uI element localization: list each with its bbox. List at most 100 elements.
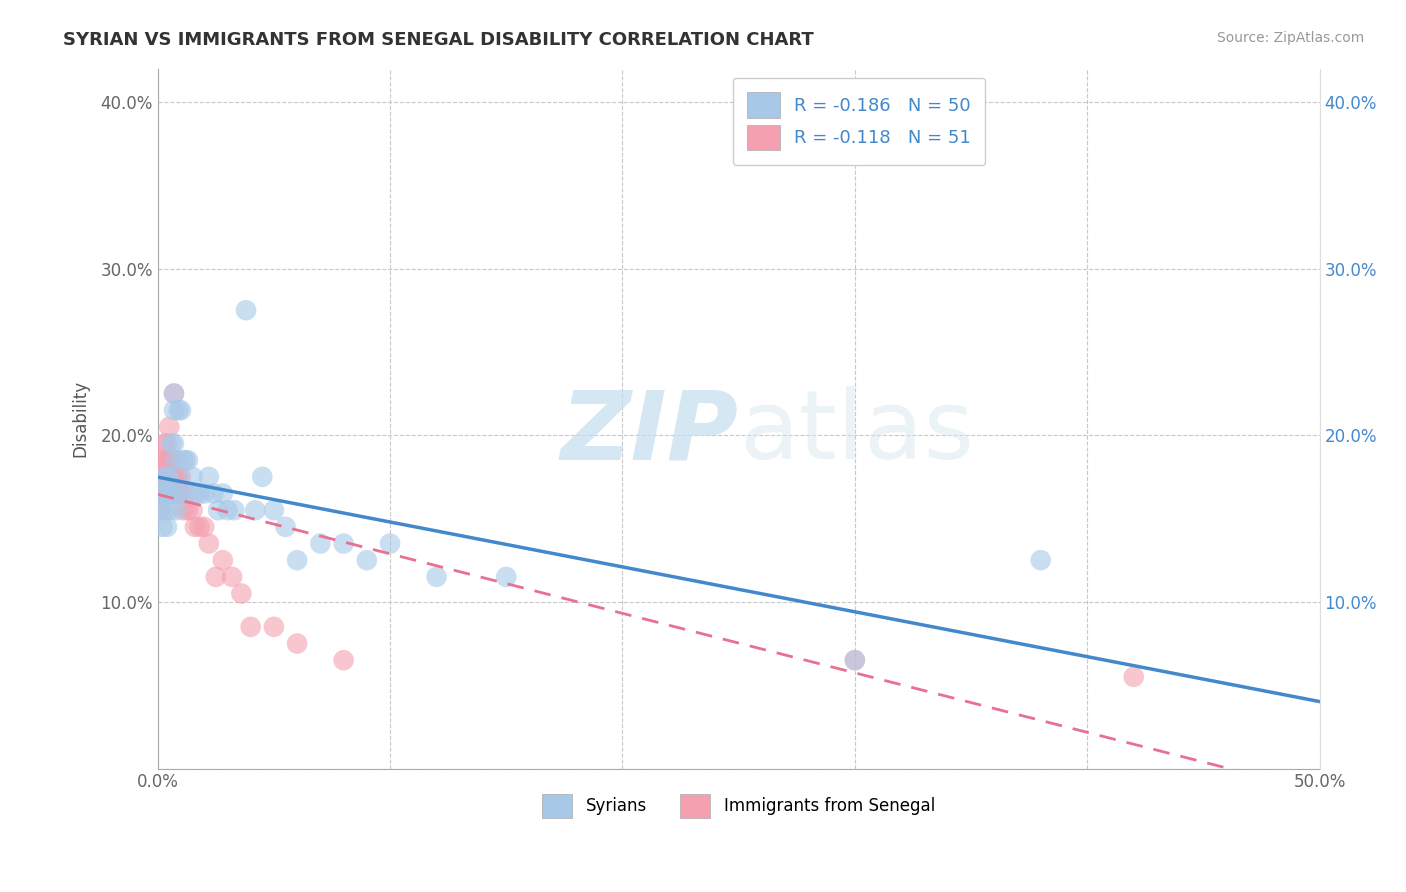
Point [198, 536, 221, 550]
Point [150, 453, 173, 467]
Point [167, 403, 190, 417]
Point [184, 486, 207, 500]
Point [211, 553, 233, 567]
Point [157, 486, 180, 500]
Point [356, 553, 378, 567]
Point [160, 470, 183, 484]
Point [156, 486, 179, 500]
Point [153, 470, 176, 484]
Point [245, 503, 267, 517]
Point [204, 570, 226, 584]
Point [844, 653, 866, 667]
Point [170, 403, 193, 417]
Text: SYRIAN VS IMMIGRANTS FROM SENEGAL DISABILITY CORRELATION CHART: SYRIAN VS IMMIGRANTS FROM SENEGAL DISABI… [63, 31, 814, 49]
Text: Source: ZipAtlas.com: Source: ZipAtlas.com [1216, 31, 1364, 45]
Point [495, 570, 517, 584]
Point [153, 486, 176, 500]
Point [239, 620, 262, 634]
Point [157, 420, 180, 434]
Point [153, 503, 176, 517]
Point [378, 536, 401, 550]
Point [153, 470, 176, 484]
Point [285, 553, 308, 567]
Text: atlas: atlas [738, 386, 974, 479]
Point [149, 503, 172, 517]
Point [170, 470, 193, 484]
Point [217, 503, 239, 517]
Point [177, 453, 200, 467]
Point [160, 486, 183, 500]
Point [150, 470, 173, 484]
Point [165, 503, 187, 517]
Point [263, 503, 285, 517]
Point [167, 470, 190, 484]
Point [153, 436, 176, 450]
Point [174, 453, 197, 467]
Point [150, 470, 173, 484]
Point [181, 503, 204, 517]
Point [274, 520, 297, 534]
Point [188, 486, 211, 500]
Point [332, 536, 354, 550]
Point [167, 486, 190, 500]
Point [188, 520, 211, 534]
Point [177, 503, 200, 517]
Point [332, 653, 354, 667]
Point [172, 453, 194, 467]
Point [163, 403, 186, 417]
Point [156, 436, 179, 450]
Point [170, 486, 193, 500]
Point [160, 436, 183, 450]
Legend: Syrians, Immigrants from Senegal: Syrians, Immigrants from Senegal [536, 788, 942, 824]
Point [157, 453, 180, 467]
Point [202, 486, 225, 500]
Point [425, 570, 447, 584]
Point [207, 503, 229, 517]
Point [156, 453, 179, 467]
Point [149, 486, 172, 500]
Point [211, 486, 233, 500]
Point [165, 486, 187, 500]
Point [844, 653, 866, 667]
Point [285, 636, 308, 650]
Point [165, 453, 187, 467]
Point [224, 503, 246, 517]
Point [163, 470, 186, 484]
Point [156, 470, 179, 484]
Point [157, 486, 180, 500]
Point [153, 470, 176, 484]
Point [193, 520, 215, 534]
Point [156, 520, 179, 534]
Point [163, 436, 186, 450]
Point [184, 520, 207, 534]
Point [165, 470, 187, 484]
Point [157, 470, 180, 484]
Point [150, 520, 173, 534]
Point [231, 586, 253, 600]
Point [163, 386, 186, 401]
Point [235, 303, 257, 318]
Point [174, 486, 197, 500]
Point [181, 470, 204, 484]
Point [160, 453, 183, 467]
Point [150, 486, 173, 500]
Point [156, 470, 179, 484]
Point [193, 486, 215, 500]
Point [1029, 553, 1052, 567]
Point [157, 470, 180, 484]
Point [153, 486, 176, 500]
Point [156, 486, 179, 500]
Point [198, 470, 221, 484]
Point [163, 386, 186, 401]
Point [1122, 670, 1144, 684]
Point [172, 503, 194, 517]
Point [309, 536, 332, 550]
Point [163, 486, 186, 500]
Point [167, 486, 190, 500]
Point [252, 470, 274, 484]
Point [170, 486, 193, 500]
Point [149, 503, 172, 517]
Point [156, 486, 179, 500]
Point [221, 570, 243, 584]
Point [149, 470, 172, 484]
